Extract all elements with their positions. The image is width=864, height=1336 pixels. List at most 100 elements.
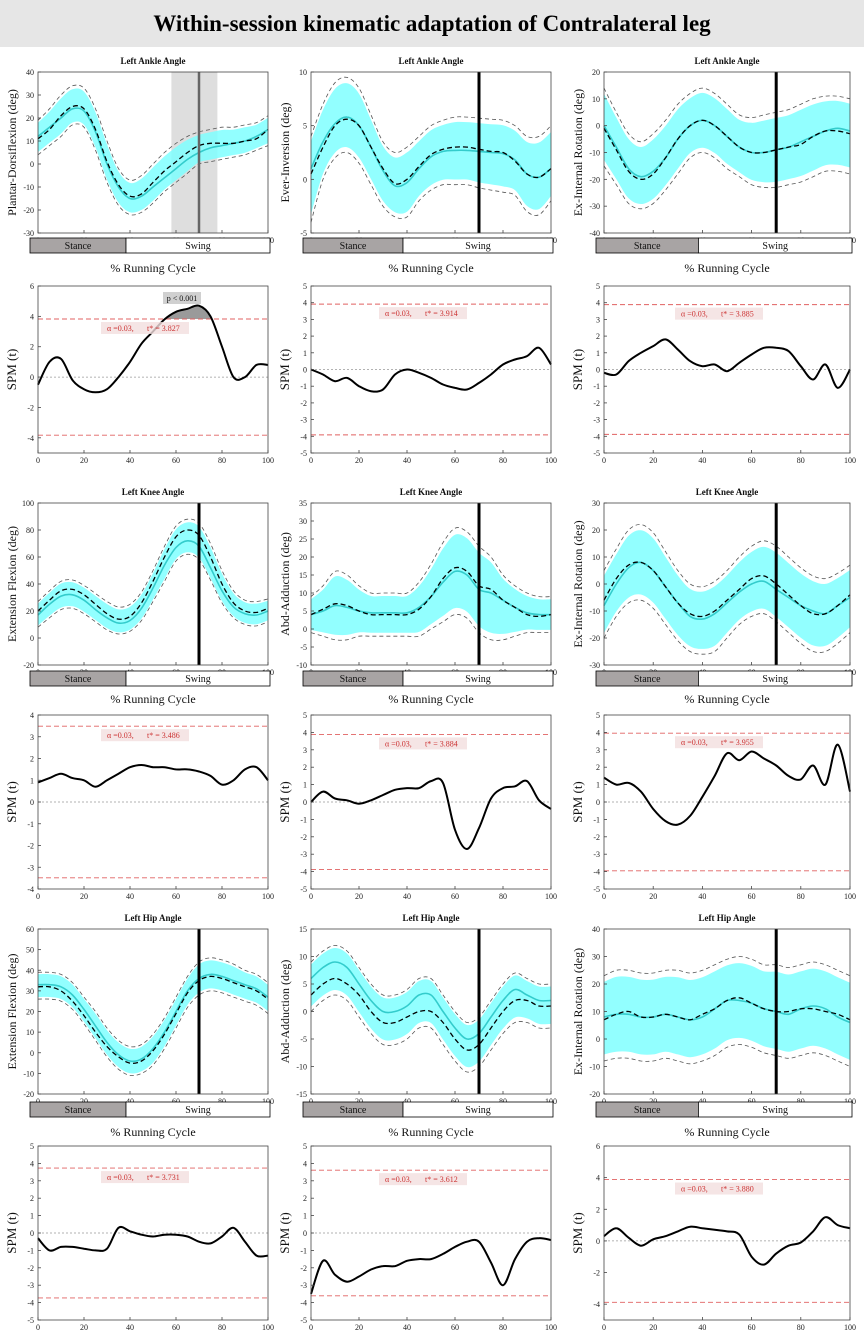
panel-hip-front-angle: Left Hip Angle 0 20 40 60 80 100 15 10 5 0 -5 -10 -15… (278, 913, 557, 1139)
y-tick-label: -4 (27, 434, 34, 443)
y-tick-label: -2 (27, 403, 34, 412)
y-tick-label: -4 (593, 1300, 600, 1309)
x-tick-label: 40 (126, 892, 134, 901)
x-axis-label: % Running Cycle (110, 1125, 195, 1139)
chart-title: Left Hip Angle (698, 913, 755, 923)
y-tick-label: -10 (589, 149, 600, 158)
x-tick-label: 20 (80, 1323, 88, 1332)
threshold-label-box (101, 321, 189, 334)
x-tick-label: 100 (262, 1097, 274, 1106)
spm-curve (37, 763, 269, 788)
y-tick-label: -1 (593, 382, 600, 391)
y-tick-label: -30 (589, 661, 600, 670)
lower-sd-line (37, 123, 269, 216)
y-tick-label: 5 (303, 122, 307, 131)
y-tick-label: -10 (296, 661, 307, 670)
y-axis-label: SPM (t) (4, 1212, 19, 1254)
y-tick-label: 2 (596, 763, 600, 772)
x-tick-label: 80 (499, 1097, 507, 1106)
axes-frame (37, 71, 269, 234)
y-tick-label: 0 (596, 580, 600, 589)
y-tick-label: 30 (592, 953, 600, 962)
alpha-label: α =0.03, (385, 1175, 412, 1184)
y-tick-label: -4 (593, 868, 600, 877)
y-tick-label: -5 (300, 1316, 307, 1325)
x-tick-label: 20 (355, 456, 363, 465)
y-tick-label: 6 (30, 282, 34, 291)
y-tick-label: -30 (23, 229, 34, 238)
x-tick-label: 60 (748, 1097, 756, 1106)
y-tick-label: -20 (23, 661, 34, 670)
x-tick-label: 40 (126, 1097, 134, 1106)
swing-label: Swing (465, 1105, 491, 1116)
tstar-label: t* = 3.955 (721, 738, 754, 747)
y-tick-label: 0 (303, 798, 307, 807)
y-tick-label: 0 (30, 1229, 34, 1238)
x-tick-label: 60 (451, 1323, 459, 1332)
panel-knee-sag-spm: α =0.03, t* = 3.486 0 20 40 60 80 100 4 3 2 1 0 -1 -2 -… (4, 711, 274, 901)
y-tick-label: -5 (300, 643, 307, 652)
x-tick-label: 20 (355, 892, 363, 901)
y-axis-label: SPM (t) (570, 349, 585, 391)
x-tick-label: 40 (403, 456, 411, 465)
x-tick-label: 80 (797, 892, 805, 901)
axes-frame (37, 285, 269, 454)
y-tick-label: 60 (26, 925, 34, 934)
x-axis-label: % Running Cycle (684, 1125, 769, 1139)
y-axis-label: SPM (t) (4, 349, 19, 391)
chart-title: Left Knee Angle (400, 487, 463, 497)
x-tick-label: 40 (403, 892, 411, 901)
y-tick-label: -4 (593, 432, 600, 441)
lower-sd-line (310, 151, 552, 223)
panel-ankle-front-angle: Left Ankle Angle0204060801001050-5Ever-I… (278, 56, 557, 275)
spm-curve (603, 1216, 851, 1266)
y-tick-label: -3 (27, 863, 34, 872)
x-tick-label: 60 (172, 456, 180, 465)
y-tick-label: 5 (303, 607, 307, 616)
y-tick-label: 1 (30, 1212, 34, 1221)
x-tick-label: 0 (602, 1097, 606, 1106)
y-tick-label: 5 (596, 711, 600, 720)
y-tick-label: -1 (300, 382, 307, 391)
sd-band (38, 88, 268, 213)
y-axis-label: Plantar-Dorsiflexion (deg) (5, 89, 19, 216)
panel-knee-sag-angle: Left Knee Angle020406080100100806040200-… (5, 487, 274, 706)
x-axis-label: % Running Cycle (388, 1125, 473, 1139)
panel-knee-trans-angle: Left Knee Angle0204060801003020100-10-20… (571, 487, 856, 706)
x-tick-label: 100 (545, 456, 557, 465)
y-tick-label: 3 (303, 746, 307, 755)
stance-label: Stance (65, 241, 92, 252)
y-tick-label: -2 (300, 833, 307, 842)
y-tick-label: -3 (593, 850, 600, 859)
upper-sd-line (37, 957, 269, 1048)
x-tick-label: 40 (698, 1097, 706, 1106)
panel-ankle-sag-angle: Left Ankle Angle020406080100403020100-10… (5, 56, 274, 275)
y-tick-label: 4 (596, 299, 600, 308)
y-axis-label: SPM (t) (570, 781, 585, 823)
x-tick-label: 40 (126, 1323, 134, 1332)
figure-title-bar: Within-session kinematic adaptation of C… (0, 0, 864, 47)
x-tick-label: 60 (172, 1097, 180, 1106)
y-tick-label: 6 (596, 1142, 600, 1151)
y-tick-label: 4 (596, 1174, 600, 1183)
y-tick-label: -30 (589, 202, 600, 211)
y-tick-label: 2 (596, 1205, 600, 1214)
spm-curve (37, 304, 269, 394)
y-axis-label: SPM (t) (277, 349, 292, 391)
y-tick-label: 2 (303, 763, 307, 772)
x-tick-label: 40 (698, 456, 706, 465)
session-b-mean-line (603, 997, 851, 1021)
y-axis-label: Abd-Adduction (deg) (278, 532, 292, 636)
sd-band (604, 530, 850, 649)
x-tick-label: 80 (797, 1323, 805, 1332)
y-tick-label: 20 (592, 980, 600, 989)
x-tick-label: 60 (172, 892, 180, 901)
y-tick-label: 40 (26, 68, 34, 77)
y-tick-label: 100 (22, 499, 34, 508)
y-axis-label: Ex-Internal Rotation (deg) (571, 948, 585, 1075)
y-tick-label: -4 (27, 1299, 34, 1308)
y-tick-label: -4 (300, 868, 307, 877)
y-tick-label: 5 (596, 282, 600, 291)
